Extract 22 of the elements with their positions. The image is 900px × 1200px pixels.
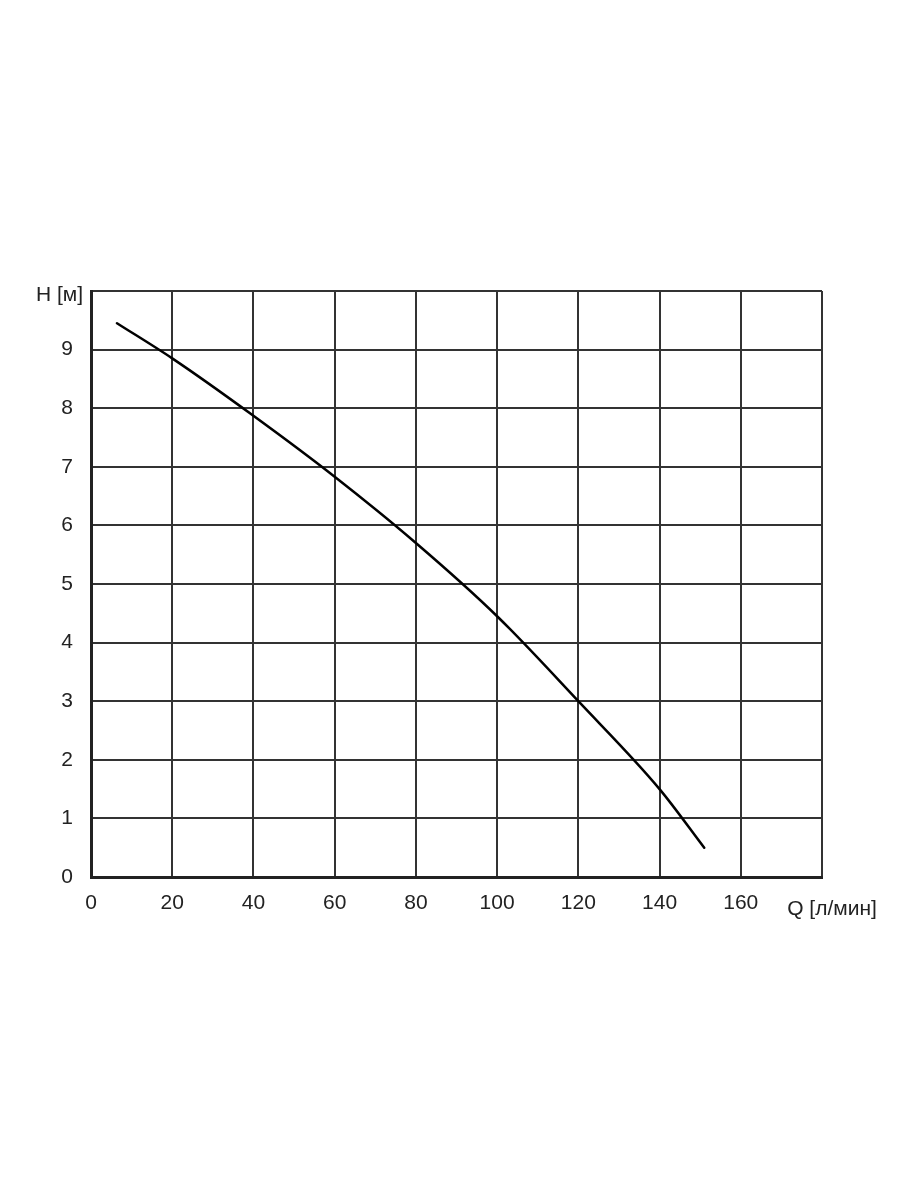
y-tick-label: 4 <box>61 629 74 653</box>
y-tick-label: 0 <box>61 863 73 887</box>
y-tick-label: 8 <box>61 395 73 418</box>
y-axis-title: H [м] <box>35 281 83 305</box>
x-tick-label: 160 <box>723 890 759 914</box>
x-tick-label: 40 <box>241 890 266 914</box>
y-tick-label: 9 <box>61 336 73 360</box>
x-tick-label: 80 <box>404 890 428 914</box>
y-tick-label: 3 <box>61 688 73 711</box>
x-tick-label: 100 <box>479 890 515 914</box>
y-tick-label: 6 <box>61 512 73 536</box>
x-tick-label: 140 <box>642 890 678 914</box>
x-tick-label: 20 <box>160 890 184 914</box>
y-tick-label: 7 <box>61 453 73 477</box>
x-tick-label: 0 <box>85 890 97 914</box>
x-tick-label: 60 <box>322 890 347 914</box>
line-series <box>115 321 706 849</box>
y-tick-label: 2 <box>61 746 73 770</box>
x-tick-label: 120 <box>560 890 596 914</box>
x-axis-title: Q [л/мин] <box>787 895 877 919</box>
y-tick-label: 1 <box>61 805 73 829</box>
y-tick-label: 5 <box>61 570 73 594</box>
